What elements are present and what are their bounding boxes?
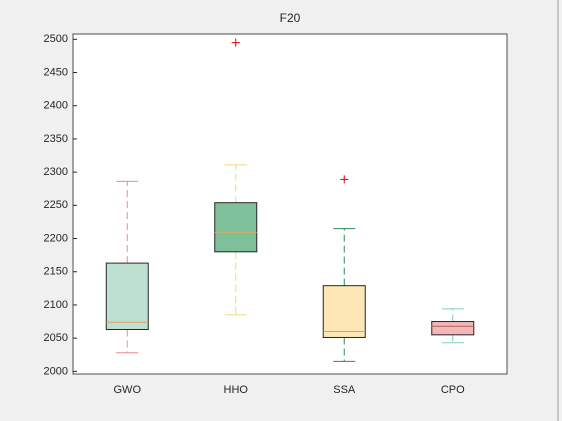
y-tick-label: 2200	[44, 232, 68, 244]
y-tick-label: 2400	[44, 100, 68, 112]
box	[214, 202, 258, 253]
y-tick-label: 2500	[44, 33, 68, 45]
y-tick-label: 2150	[44, 266, 68, 278]
outlier	[340, 175, 349, 184]
outlier	[231, 38, 240, 47]
y-tick-label: 2000	[44, 365, 68, 377]
y-tick-label: 2350	[44, 133, 68, 145]
box	[322, 285, 366, 338]
y-tick-label: 2300	[44, 166, 68, 178]
x-tick-label: CPO	[441, 384, 465, 396]
box	[105, 262, 149, 331]
y-tick-label: 2100	[44, 299, 68, 311]
chart-title: F20	[280, 11, 301, 25]
box	[431, 321, 475, 336]
y-tick-label: 2250	[44, 199, 68, 211]
y-tick-label: 2050	[44, 332, 68, 344]
y-tick-label: 2450	[44, 66, 68, 78]
x-tick-label: SSA	[333, 384, 356, 396]
x-tick-label: HHO	[224, 384, 249, 396]
x-tick-label: GWO	[114, 384, 142, 396]
